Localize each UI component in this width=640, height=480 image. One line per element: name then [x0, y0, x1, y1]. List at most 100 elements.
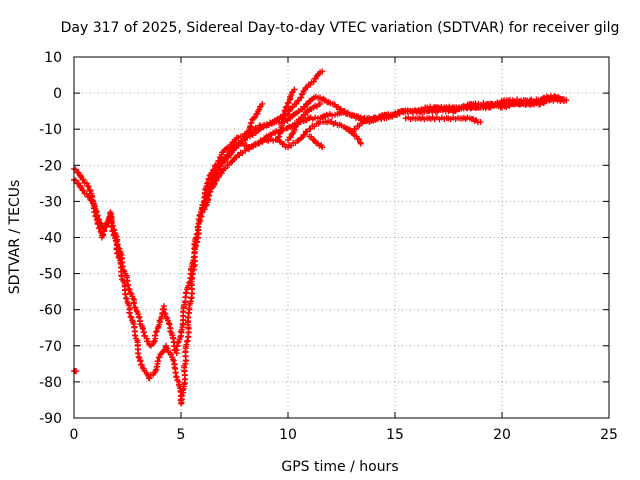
- series-spur-5: [344, 126, 364, 147]
- data-point: [302, 104, 309, 111]
- series-spur-2: [274, 86, 298, 144]
- series-spur-1: [242, 100, 266, 144]
- data-point: [250, 115, 257, 122]
- x-tick-label: 5: [177, 427, 186, 443]
- data-point: [162, 310, 169, 317]
- data-point: [563, 97, 570, 104]
- data-point: [86, 186, 93, 193]
- tick-labels: 0 5 10 15 20 25 -90 -80 -70 -60 -50 -40 -30 -20 -10 0 10: [39, 50, 618, 443]
- data-point: [222, 158, 229, 165]
- data-point: [87, 197, 94, 204]
- series-spur-4: [306, 133, 326, 151]
- data-point: [213, 171, 220, 178]
- series-trace-c: [199, 93, 570, 216]
- series-trace-d: [203, 96, 570, 198]
- data-point: [293, 123, 300, 130]
- x-tick-label: 25: [600, 427, 618, 443]
- data-point: [317, 100, 324, 107]
- data-point: [245, 131, 252, 138]
- data-point: [77, 173, 84, 180]
- data-point: [98, 220, 105, 227]
- data-point: [218, 163, 225, 170]
- data-point: [103, 220, 110, 227]
- data-point: [201, 206, 208, 213]
- y-axis-label: SDTVAR / TECUs: [7, 180, 23, 295]
- data-point: [251, 114, 258, 121]
- data-point: [110, 226, 117, 233]
- data-point: [299, 114, 306, 121]
- data-point: [80, 187, 87, 194]
- data-point: [352, 125, 359, 132]
- data-point: [319, 144, 326, 151]
- data-point: [173, 374, 180, 381]
- data-point: [85, 183, 92, 190]
- data-point: [94, 212, 101, 219]
- data-point: [306, 115, 313, 122]
- y-tick-label: 10: [44, 50, 62, 66]
- x-tick-label: 0: [70, 427, 79, 443]
- data-point: [126, 309, 133, 316]
- series-spur-3: [285, 100, 324, 144]
- data-point: [150, 339, 157, 346]
- data-point: [199, 209, 206, 216]
- data-point: [312, 114, 319, 121]
- data-point: [126, 286, 133, 293]
- data-point: [319, 68, 326, 75]
- data-point: [294, 119, 301, 126]
- data-point: [291, 86, 298, 93]
- data-point: [127, 289, 134, 296]
- data-point: [213, 170, 220, 177]
- y-tick-label: -20: [39, 158, 62, 174]
- data-point: [215, 166, 222, 173]
- data-point: [175, 339, 182, 346]
- x-tick-label: 15: [386, 427, 404, 443]
- data-point: [80, 176, 87, 183]
- data-point: [298, 94, 305, 101]
- data-point: [294, 137, 301, 144]
- series-spur-6: [402, 114, 484, 126]
- data-point: [145, 338, 152, 345]
- data-point: [133, 307, 140, 314]
- data-point: [123, 295, 130, 302]
- data-point: [280, 111, 287, 118]
- y-tick-label: -30: [39, 194, 62, 210]
- data-point: [329, 112, 336, 119]
- data-point: [138, 361, 145, 368]
- x-axis-label: GPS time / hours: [281, 459, 398, 475]
- data-point: [293, 100, 300, 107]
- data-point: [289, 89, 296, 96]
- y-tick-label: 0: [53, 86, 62, 102]
- y-tick-label: -70: [39, 339, 62, 355]
- data-point: [289, 131, 296, 138]
- data-point: [248, 119, 255, 126]
- data-point: [156, 354, 163, 361]
- data-point: [357, 140, 364, 147]
- data-point: [83, 180, 90, 187]
- data-point: [90, 202, 97, 209]
- x-tick-label: 20: [493, 427, 511, 443]
- data-point: [153, 328, 160, 335]
- data-point: [244, 134, 251, 141]
- data-point: [114, 241, 121, 248]
- data-points: [71, 68, 570, 407]
- data-point: [116, 245, 123, 252]
- data-point: [477, 118, 484, 125]
- y-tick-label: -80: [39, 375, 62, 391]
- data-point: [434, 108, 441, 115]
- data-point: [128, 314, 135, 321]
- data-point: [164, 345, 171, 352]
- data-point: [222, 165, 229, 172]
- data-point: [185, 282, 192, 289]
- data-point: [102, 224, 109, 231]
- data-point: [426, 108, 433, 115]
- data-point: [287, 134, 294, 141]
- data-point: [77, 183, 84, 190]
- x-tick-label: 10: [279, 427, 297, 443]
- data-point: [409, 108, 416, 115]
- data-point: [132, 304, 139, 311]
- data-point: [86, 194, 93, 201]
- series-trace-b: [71, 92, 568, 357]
- data-point: [130, 300, 137, 307]
- data-point: [206, 188, 213, 195]
- data-point: [202, 202, 209, 209]
